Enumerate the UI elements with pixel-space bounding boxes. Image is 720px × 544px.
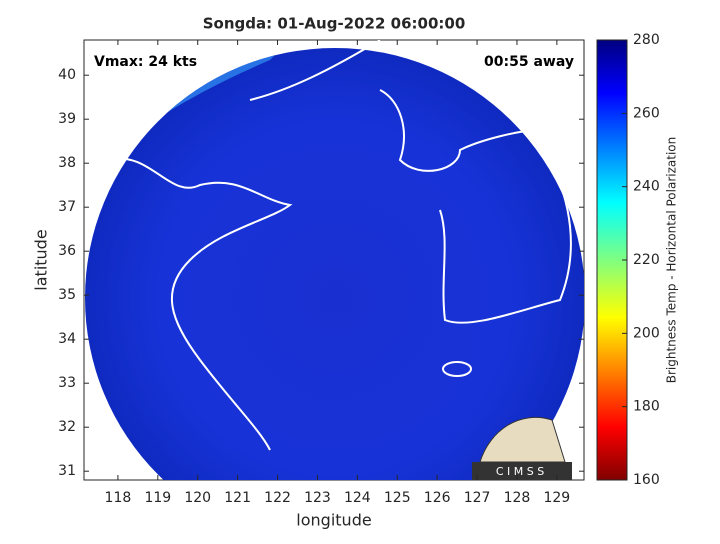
x-tick-label: 129: [543, 490, 570, 506]
y-tick-label: 36: [58, 243, 76, 259]
cimss-logo: C I M S S: [472, 416, 572, 480]
x-tick-label: 121: [224, 490, 251, 506]
x-tick-label: 118: [105, 490, 132, 506]
y-tick-label: 35: [58, 287, 76, 303]
y-tick-label: 39: [58, 111, 76, 127]
x-axis-label: longitude: [296, 511, 371, 530]
x-tick-label: 127: [464, 490, 491, 506]
x-tick-label: 120: [184, 490, 211, 506]
x-tick-label: 119: [144, 490, 171, 506]
annotation: 00:55 away: [484, 54, 574, 70]
chart-title: Songda: 01-Aug-2022 06:00:00: [203, 15, 466, 33]
annotation: Vmax: 24 kts: [94, 54, 197, 70]
colorbar-tick-label: 160: [633, 472, 660, 488]
colorbar-tick-label: 220: [633, 252, 660, 268]
y-tick-label: 38: [58, 155, 76, 171]
x-tick-label: 123: [304, 490, 331, 506]
x-tick-label: 126: [424, 490, 451, 506]
y-tick-label: 33: [58, 375, 76, 391]
colorbar-tick-label: 240: [633, 179, 660, 195]
y-tick-label: 32: [58, 419, 76, 435]
y-tick-label: 40: [58, 67, 76, 83]
y-tick-label: 31: [58, 463, 76, 479]
colorbar-tick-label: 280: [633, 32, 660, 48]
logo-text: C I M S S: [496, 465, 544, 478]
x-tick-label: 125: [384, 490, 411, 506]
y-tick-label: 37: [58, 199, 76, 215]
x-tick-label: 122: [264, 490, 291, 506]
colorbar-label: Brightness Temp - Horizontal Polarizatio…: [665, 137, 679, 384]
y-tick-label: 34: [58, 331, 76, 347]
colorbar-tick-label: 200: [633, 325, 660, 341]
x-tick-label: 128: [504, 490, 531, 506]
x-tick-label: 124: [344, 490, 371, 506]
colorbar-tick-label: 260: [633, 105, 660, 121]
y-axis-label: latitude: [32, 229, 51, 290]
colorbar-tick-label: 180: [633, 399, 660, 415]
